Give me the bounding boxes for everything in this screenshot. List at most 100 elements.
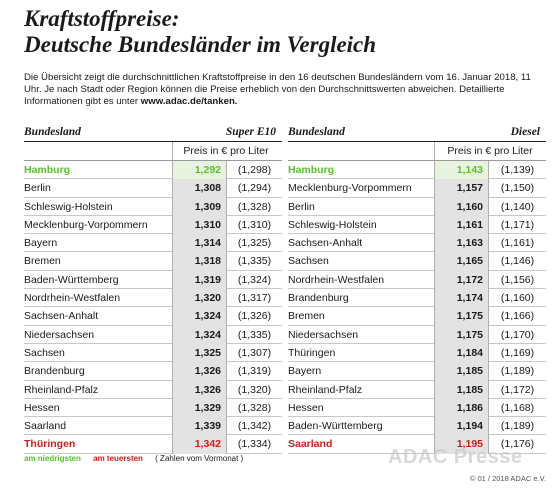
previous-month-price: (1,168) xyxy=(488,398,546,418)
current-price: 1,308 xyxy=(172,179,226,198)
table-row: Saarland 1,339 (1,342) xyxy=(24,417,282,436)
current-price: 1,329 xyxy=(172,398,226,418)
table-row: Hessen 1,186 (1,168) xyxy=(288,398,546,418)
state-name: Bremen xyxy=(288,310,325,323)
previous-month-price: (1,161) xyxy=(488,234,546,253)
state-name: Berlin xyxy=(24,182,51,195)
current-price: 1,320 xyxy=(172,289,226,308)
table-row: Saarland 1,195 (1,176) xyxy=(288,435,546,454)
table-row: Thüringen 1,342 (1,334) xyxy=(24,435,282,454)
previous-month-price: (1,160) xyxy=(488,289,546,308)
table-row: Hamburg 1,292 (1,298) xyxy=(24,161,282,180)
previous-month-price: (1,189) xyxy=(488,362,546,381)
current-price: 1,326 xyxy=(172,380,226,399)
current-price: 1,314 xyxy=(172,234,226,253)
super-e10-table: Bundesland Super E10 Preis in € pro Lite… xyxy=(24,122,282,454)
previous-month-price: (1,298) xyxy=(226,161,282,180)
state-name: Bremen xyxy=(24,255,61,268)
legend-high: am teuersten xyxy=(93,454,143,463)
table-row: Sachsen-Anhalt 1,163 (1,161) xyxy=(288,234,546,253)
super-unit-row: Preis in € pro Liter xyxy=(24,142,282,161)
state-name: Rheinland-Pfalz xyxy=(288,383,363,396)
state-name: Sachsen-Anhalt xyxy=(24,310,99,323)
table-row: Berlin 1,308 (1,294) xyxy=(24,179,282,198)
previous-month-price: (1,294) xyxy=(226,179,282,198)
current-price: 1,174 xyxy=(434,289,488,308)
state-name: Niedersachsen xyxy=(24,328,95,341)
state-name: Bayern xyxy=(24,237,58,250)
state-name: Niedersachsen xyxy=(288,328,359,341)
current-price: 1,342 xyxy=(172,435,226,454)
table-row: Brandenburg 1,174 (1,160) xyxy=(288,289,546,308)
super-unit-label: Preis in € pro Liter xyxy=(183,145,269,157)
table-row: Schleswig-Holstein 1,161 (1,171) xyxy=(288,215,546,235)
table-row: Hamburg 1,143 (1,139) xyxy=(288,161,546,180)
current-price: 1,172 xyxy=(434,270,488,290)
current-price: 1,160 xyxy=(434,197,488,216)
diesel-fuel-label: Diesel xyxy=(510,126,540,138)
super-rows: Hamburg 1,292 (1,298) Berlin 1,308 (1,294) Sch… xyxy=(24,161,282,454)
previous-month-price: (1,307) xyxy=(226,343,282,363)
current-price: 1,143 xyxy=(434,161,488,180)
previous-month-price: (1,320) xyxy=(226,380,282,399)
table-row: Hessen 1,329 (1,328) xyxy=(24,398,282,418)
table-row: Rheinland-Pfalz 1,185 (1,172) xyxy=(288,380,546,399)
previous-month-price: (1,171) xyxy=(488,215,546,235)
state-name: Brandenburg xyxy=(288,292,349,305)
current-price: 1,165 xyxy=(434,252,488,271)
previous-month-price: (1,319) xyxy=(226,362,282,381)
table-row: Sachsen-Anhalt 1,324 (1,326) xyxy=(24,307,282,326)
current-price: 1,309 xyxy=(172,197,226,216)
title-line-2: Deutsche Bundesländer im Vergleich xyxy=(24,32,377,57)
table-row: Rheinland-Pfalz 1,326 (1,320) xyxy=(24,380,282,399)
super-table-header: Bundesland Super E10 xyxy=(24,122,282,142)
table-row: Bayern 1,314 (1,325) xyxy=(24,234,282,253)
table-row: Schleswig-Holstein 1,309 (1,328) xyxy=(24,197,282,216)
previous-month-price: (1,170) xyxy=(488,325,546,344)
diesel-unit-label: Preis in € pro Liter xyxy=(447,145,533,157)
table-row: Sachsen 1,325 (1,307) xyxy=(24,343,282,363)
previous-month-price: (1,166) xyxy=(488,307,546,326)
previous-month-price: (1,146) xyxy=(488,252,546,271)
legend: am niedrigsten am teuersten ( Zahlen vom… xyxy=(24,454,253,463)
state-name: Baden-Württemberg xyxy=(288,420,383,433)
current-price: 1,185 xyxy=(434,362,488,381)
current-price: 1,195 xyxy=(434,435,488,454)
current-price: 1,310 xyxy=(172,215,226,235)
previous-month-price: (1,172) xyxy=(488,380,546,399)
table-row: Niedersachsen 1,175 (1,170) xyxy=(288,325,546,344)
state-name: Thüringen xyxy=(24,438,76,451)
intro-link[interactable]: www.adac.de/tanken. xyxy=(140,96,238,108)
current-price: 1,157 xyxy=(434,179,488,198)
previous-month-price: (1,342) xyxy=(226,417,282,436)
super-unit-divider xyxy=(172,142,173,160)
table-row: Niedersachsen 1,324 (1,335) xyxy=(24,325,282,344)
state-name: Mecklenburg-Vorpommern xyxy=(288,182,412,195)
current-price: 1,163 xyxy=(434,234,488,253)
state-name: Nordrhein-Westfalen xyxy=(24,292,121,305)
previous-month-price: (1,310) xyxy=(226,215,282,235)
previous-month-price: (1,335) xyxy=(226,252,282,271)
state-name: Baden-Württemberg xyxy=(24,273,119,286)
current-price: 1,326 xyxy=(172,362,226,381)
current-price: 1,186 xyxy=(434,398,488,418)
super-col-label: Bundesland xyxy=(24,126,81,138)
previous-month-price: (1,169) xyxy=(488,343,546,363)
intro-text: Die Übersicht zeigt die durchschnittlich… xyxy=(24,72,544,109)
previous-month-price: (1,176) xyxy=(488,435,546,454)
current-price: 1,185 xyxy=(434,380,488,399)
state-name: Hamburg xyxy=(288,164,335,176)
current-price: 1,161 xyxy=(434,215,488,235)
state-name: Sachsen xyxy=(24,346,65,359)
diesel-table-header: Bundesland Diesel xyxy=(288,122,546,142)
diesel-unit-row: Preis in € pro Liter xyxy=(288,142,546,161)
state-name: Hessen xyxy=(24,401,60,414)
current-price: 1,318 xyxy=(172,252,226,271)
state-name: Schleswig-Holstein xyxy=(288,218,377,231)
diesel-col-label: Bundesland xyxy=(288,126,345,138)
state-name: Sachsen xyxy=(288,255,329,268)
table-row: Berlin 1,160 (1,140) xyxy=(288,197,546,216)
state-name: Schleswig-Holstein xyxy=(24,200,113,213)
state-name: Thüringen xyxy=(288,346,336,359)
previous-month-price: (1,139) xyxy=(488,161,546,180)
